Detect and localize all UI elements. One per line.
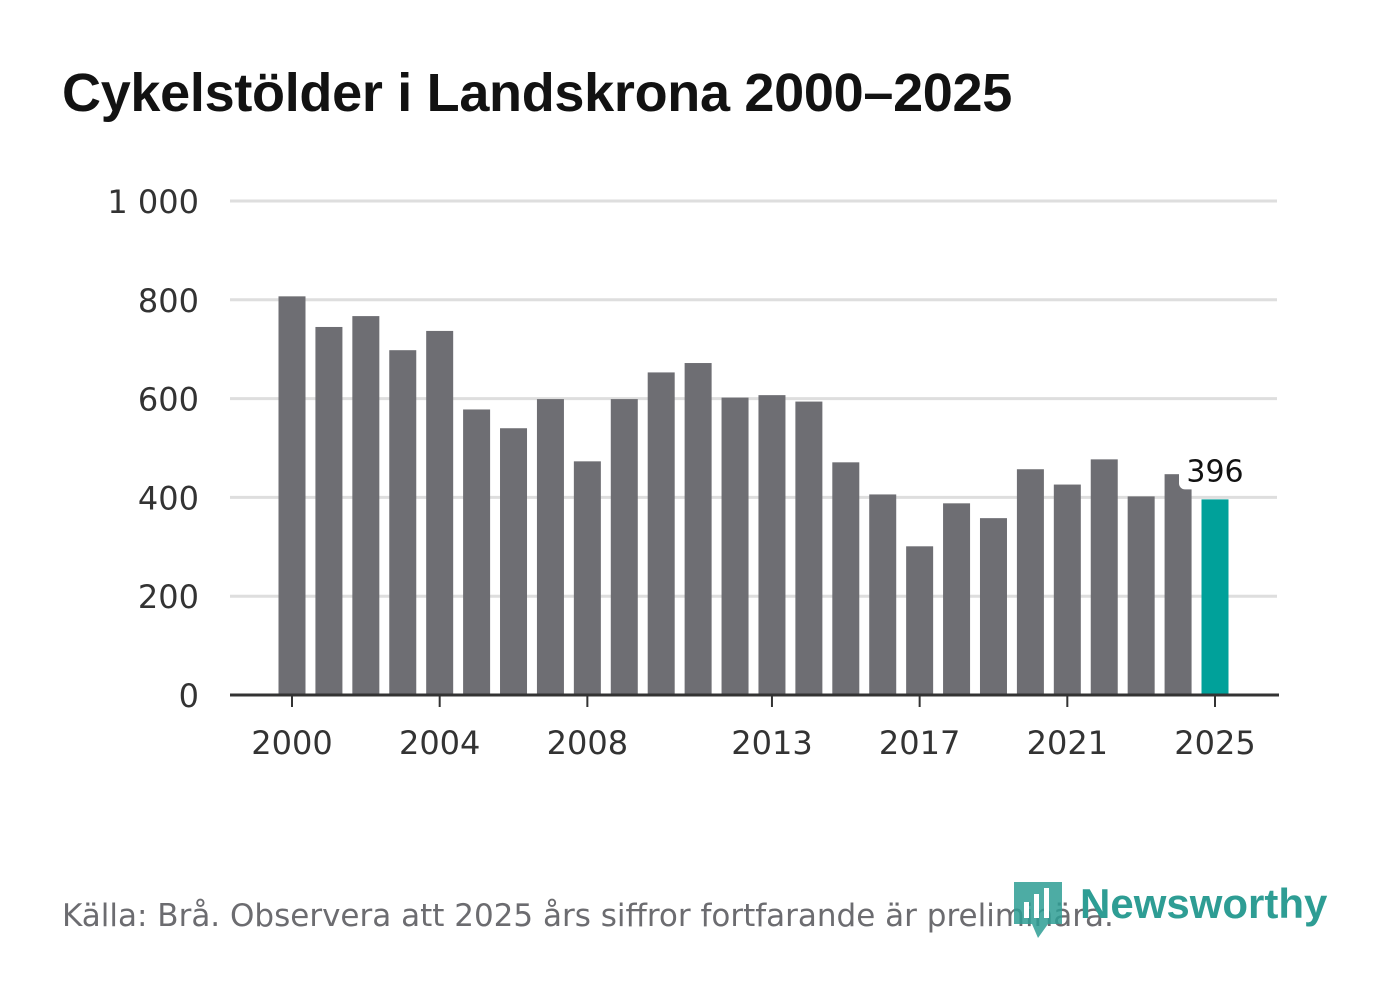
bar <box>573 461 601 695</box>
y-tick-label: 0 <box>179 677 199 715</box>
x-tick-label: 2025 <box>1174 724 1255 762</box>
bar <box>906 546 934 695</box>
bar <box>463 409 491 695</box>
bar <box>721 397 749 695</box>
bar <box>426 330 454 695</box>
gridlines <box>230 199 1277 598</box>
bar <box>1016 469 1044 695</box>
bar <box>869 494 897 695</box>
bar <box>1090 459 1118 695</box>
newsworthy-logo-icon <box>1014 882 1062 938</box>
y-tick-label: 600 <box>138 381 199 419</box>
y-tick-label: 800 <box>138 282 199 320</box>
bar <box>684 363 712 695</box>
bar <box>610 399 638 695</box>
bar <box>389 350 417 695</box>
newsworthy-logo[interactable]: Newsworthy <box>1012 880 1327 942</box>
value-label-background <box>1179 451 1245 490</box>
bar <box>500 428 528 695</box>
bar <box>943 503 971 695</box>
annotations: 396 <box>1179 451 1245 490</box>
y-tick-label: 400 <box>138 479 199 517</box>
brand-name: Newsworthy <box>1080 880 1328 927</box>
bar <box>1164 474 1192 695</box>
bar <box>278 296 306 695</box>
bar <box>1053 484 1081 695</box>
value-label: 396 <box>1186 454 1243 489</box>
x-tick-label: 2013 <box>731 724 812 762</box>
bar <box>795 401 823 695</box>
y-tick-label: 200 <box>138 578 199 616</box>
bar <box>832 462 860 695</box>
bar <box>758 395 786 695</box>
x-tick-label: 2000 <box>251 724 332 762</box>
x-tick-label: 2021 <box>1027 724 1108 762</box>
bar <box>352 316 380 695</box>
bar-highlight <box>1201 499 1229 695</box>
x-axis-tick-labels: 2000 2004 2008 2013 2017 2021 2025 <box>251 695 1256 762</box>
y-tick-label: 1 000 <box>107 183 199 221</box>
bars <box>278 296 1229 695</box>
source-note: Källa: Brå. Observera att 2025 års siffr… <box>62 898 1114 934</box>
bar <box>315 326 343 695</box>
bar <box>979 518 1007 695</box>
x-tick-label: 2008 <box>547 724 628 762</box>
x-tick-label: 2004 <box>399 724 480 762</box>
x-tick-label: 2017 <box>879 724 960 762</box>
bar <box>647 372 675 695</box>
chart-title: Cykelstölder i Landskrona 2000–2025 <box>62 63 1013 123</box>
y-axis-tick-labels: 0 200 400 600 800 1 000 <box>107 183 199 715</box>
bar <box>536 399 564 695</box>
bar <box>1127 496 1155 695</box>
